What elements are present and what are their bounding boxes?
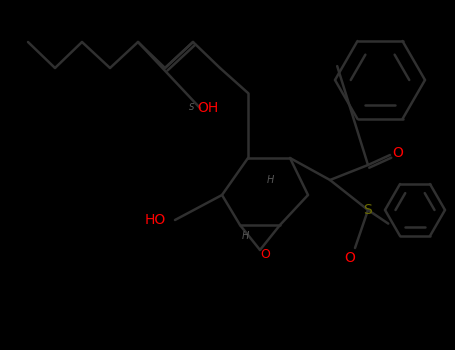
Text: HO: HO (144, 213, 166, 227)
Text: O: O (344, 251, 355, 265)
Text: H: H (241, 231, 249, 241)
Text: OH: OH (197, 101, 218, 115)
Text: O: O (260, 247, 270, 260)
Text: S: S (189, 104, 195, 112)
Text: O: O (393, 146, 404, 160)
Text: S: S (364, 203, 372, 217)
Text: H: H (266, 175, 274, 185)
